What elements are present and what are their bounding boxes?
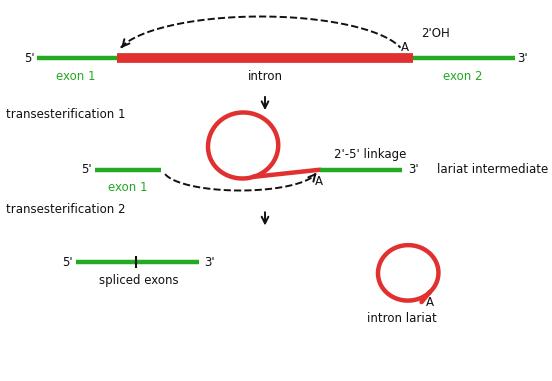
Text: exon 2: exon 2: [443, 70, 482, 83]
Text: exon 1: exon 1: [108, 181, 147, 194]
Text: intron: intron: [247, 70, 283, 83]
Text: 3': 3': [205, 256, 215, 269]
Text: spliced exons: spliced exons: [99, 274, 178, 287]
Text: intron lariat: intron lariat: [368, 312, 437, 325]
Text: 2'OH: 2'OH: [422, 27, 450, 40]
Text: transesterification 2: transesterification 2: [6, 203, 125, 216]
Text: transesterification 1: transesterification 1: [6, 108, 125, 122]
Text: A: A: [315, 175, 323, 188]
Text: 3': 3': [408, 163, 418, 176]
Text: 2'-5' linkage: 2'-5' linkage: [333, 148, 406, 161]
Text: A: A: [426, 296, 434, 309]
Text: 3': 3': [518, 51, 528, 65]
Text: 5': 5': [81, 163, 92, 176]
Text: A: A: [401, 41, 409, 54]
Text: 5': 5': [62, 256, 73, 269]
Text: lariat intermediate: lariat intermediate: [437, 163, 548, 176]
Text: exon 1: exon 1: [56, 70, 95, 83]
Text: 5': 5': [24, 51, 34, 65]
